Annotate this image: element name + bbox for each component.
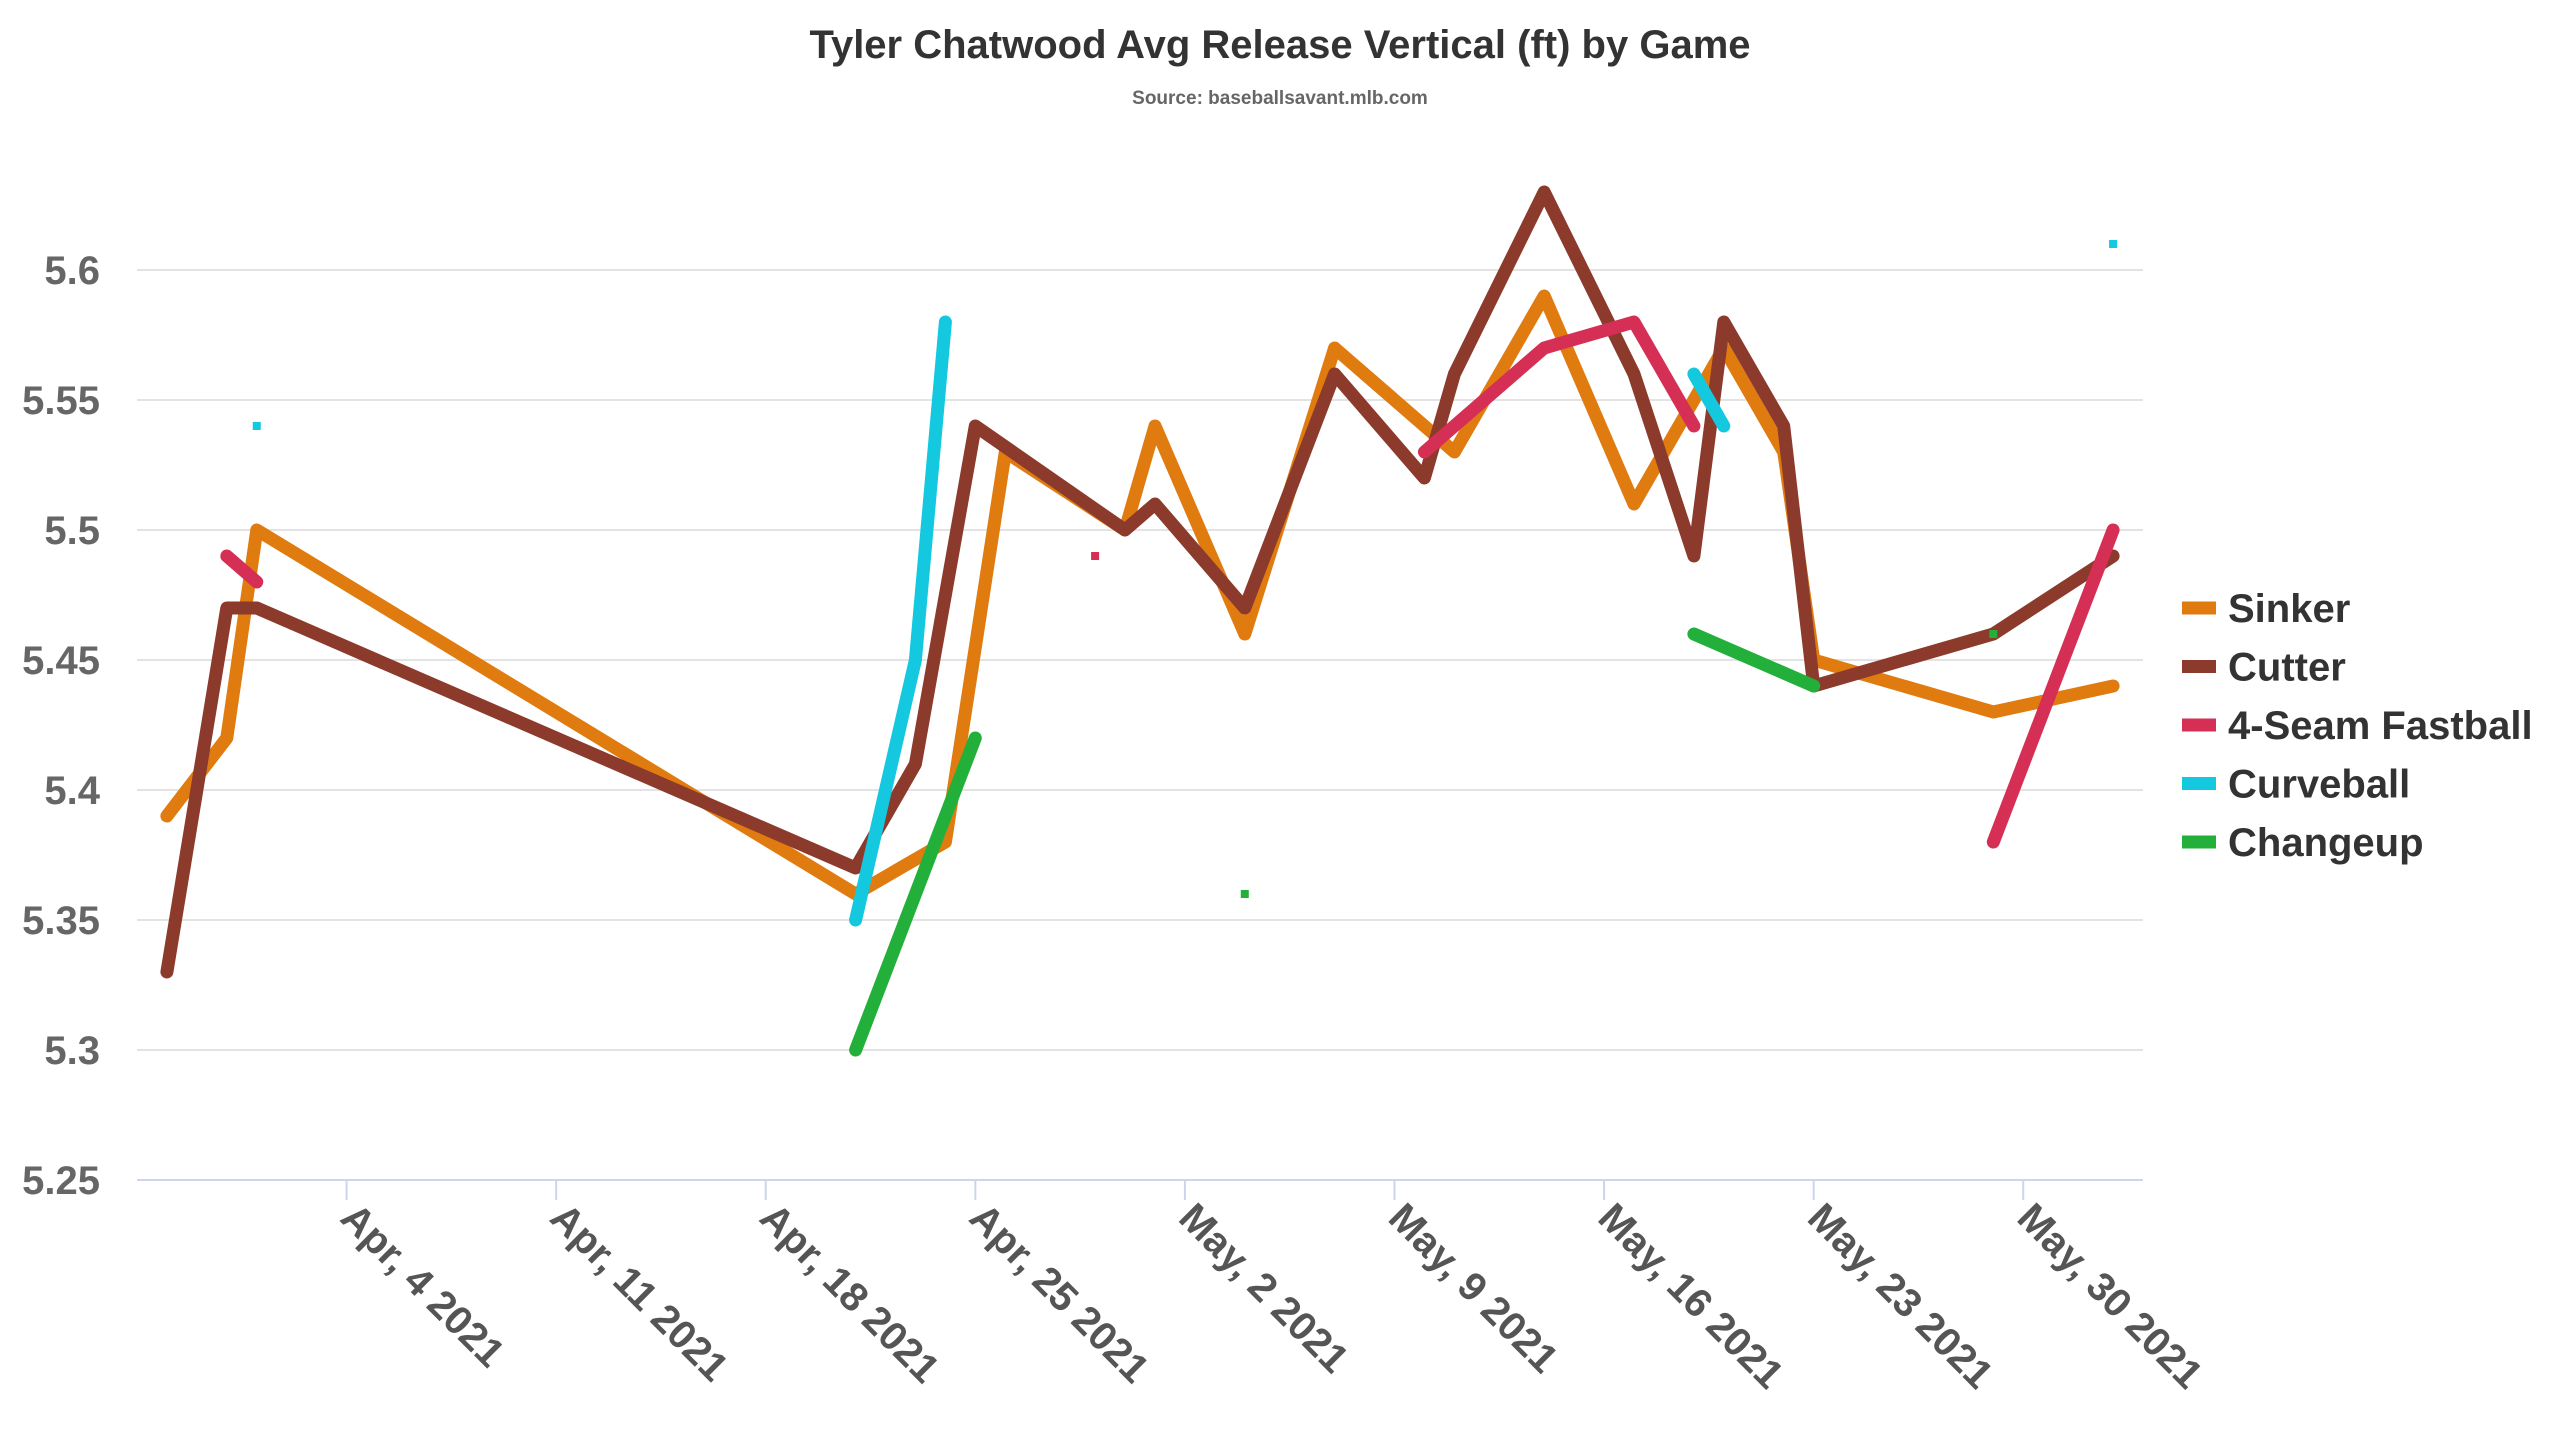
series-line-segment <box>220 549 264 589</box>
y-axis-ticks: 5.25 5.3 5.35 5.4 5.45 5.5 5.55 5.6 <box>22 249 101 1203</box>
y-tick-label: 5.6 <box>44 249 100 293</box>
data-point-marker <box>2109 240 2118 248</box>
grid-lines <box>137 269 2143 1181</box>
series-lines <box>160 185 2120 1057</box>
series-line-segment <box>160 289 2120 901</box>
series-line-segment <box>1986 523 2120 849</box>
x-tick-label: Apr, 11 2021 <box>542 1195 737 1390</box>
data-point-marker <box>252 422 261 430</box>
y-tick-label: 5.45 <box>22 639 100 683</box>
legend-item-label[interactable]: 4-Seam Fastball <box>2228 704 2533 748</box>
x-tick-label: May, 2 2021 <box>1171 1195 1357 1381</box>
y-tick-label: 5.3 <box>44 1029 100 1073</box>
series-line-segment <box>1417 315 1701 459</box>
y-tick-label: 5.5 <box>44 509 100 553</box>
x-tick-label: May, 16 2021 <box>1590 1195 1792 1397</box>
legend-item-label[interactable]: Changeup <box>2228 821 2424 865</box>
data-point-marker <box>1989 630 1998 638</box>
series-curveball <box>252 240 2118 927</box>
series-line-segment <box>849 315 952 927</box>
series-line-segment <box>160 185 2120 979</box>
series-4-seam-fastball <box>220 315 2120 849</box>
series-cutter <box>160 185 2120 979</box>
chart-title: Tyler Chatwood Avg Release Vertical (ft)… <box>809 23 1750 67</box>
x-tick-label: Apr, 18 2021 <box>751 1195 947 1391</box>
x-tick-label: May, 9 2021 <box>1380 1195 1566 1381</box>
series-changeup <box>849 627 1998 1057</box>
series-sinker <box>160 289 2120 901</box>
chart-subtitle: Source: baseballsavant.mlb.com <box>1132 88 1428 109</box>
legend: Sinker Cutter 4-Seam Fastball Curveball Chan… <box>2182 587 2533 865</box>
y-tick-label: 5.35 <box>22 899 100 943</box>
x-tick-label: Apr, 4 2021 <box>332 1195 512 1375</box>
series-line-segment <box>849 731 982 1057</box>
y-tick-label: 5.25 <box>22 1159 100 1203</box>
x-tick-label: May, 23 2021 <box>1799 1195 2001 1397</box>
x-tick-label: May, 30 2021 <box>2009 1195 2211 1397</box>
x-axis-ticks: Apr, 4 2021 Apr, 11 2021 Apr, 18 2021 Apr, … <box>332 1180 2211 1397</box>
data-point-marker <box>1091 552 1100 560</box>
legend-item-label[interactable]: Sinker <box>2228 587 2350 631</box>
legend-item-label[interactable]: Curveball <box>2228 763 2410 807</box>
series-line-segment <box>1687 627 1821 693</box>
y-tick-label: 5.4 <box>44 769 100 813</box>
legend-item-label[interactable]: Cutter <box>2228 646 2346 690</box>
y-tick-label: 5.55 <box>22 379 100 423</box>
data-point-marker <box>1240 890 1249 898</box>
x-tick-label: Apr, 25 2021 <box>961 1195 1157 1391</box>
series-line-segment <box>1687 367 1731 433</box>
